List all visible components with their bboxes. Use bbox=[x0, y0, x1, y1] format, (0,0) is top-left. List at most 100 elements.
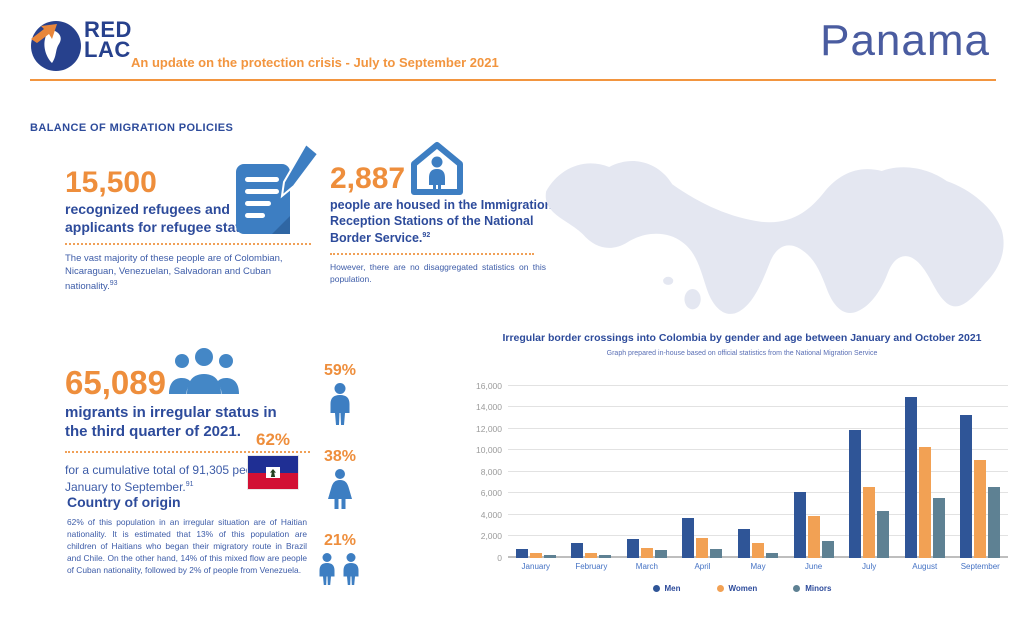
chart-legend: Men Women Minors bbox=[468, 584, 1016, 593]
dotted-divider bbox=[65, 450, 310, 453]
bar-minors-march bbox=[654, 550, 667, 558]
men-pct: 59% bbox=[323, 362, 357, 379]
redlac-globe-icon bbox=[31, 21, 81, 71]
bar-men-june bbox=[793, 492, 806, 558]
dotted-divider bbox=[330, 252, 534, 255]
x-axis-label: May bbox=[750, 562, 766, 571]
chart-subtitle: Graph prepared in-house based on officia… bbox=[606, 350, 878, 357]
legend-item-men: Men bbox=[652, 584, 681, 593]
legend-dot-minors bbox=[793, 585, 801, 592]
refugees-note-text: The vast majority of these people are of… bbox=[65, 253, 283, 292]
gridline bbox=[508, 492, 1008, 493]
bar-group-july: July bbox=[841, 386, 897, 571]
haiti-flag bbox=[248, 456, 298, 489]
dotted-divider bbox=[65, 243, 311, 245]
gridline bbox=[508, 428, 1008, 429]
bar-group-january: January bbox=[508, 386, 564, 571]
footnote-ref: 92 bbox=[422, 231, 431, 239]
redlac-logo: RED LAC bbox=[84, 18, 132, 63]
bar-group-april: April bbox=[675, 386, 731, 571]
bar-men-march bbox=[626, 539, 639, 558]
bar-men-april bbox=[682, 517, 695, 558]
refugees-note: The vast majority of these people are of… bbox=[65, 252, 307, 293]
bar-minors-april bbox=[710, 549, 723, 558]
bar-group-august: August bbox=[897, 386, 953, 571]
header-divider bbox=[30, 79, 996, 81]
haiti-flag-blue bbox=[248, 456, 298, 473]
bar-minors-may bbox=[766, 552, 779, 558]
y-axis-tick: 0 bbox=[497, 553, 502, 563]
panama-map bbox=[545, 160, 1004, 314]
y-axis-tick: 4,000 bbox=[480, 510, 502, 520]
bar-men-july bbox=[849, 430, 862, 558]
minors-share: 21% bbox=[310, 532, 370, 590]
legend-label: Women bbox=[728, 584, 758, 593]
haiti-coat-of-arms bbox=[266, 467, 280, 478]
x-axis-label: June bbox=[804, 562, 823, 571]
bar-men-august bbox=[904, 396, 917, 558]
report-subtitle: An update on the protection crisis - Jul… bbox=[131, 55, 499, 70]
y-axis-tick: 2,000 bbox=[480, 531, 502, 541]
bar-group-february: February bbox=[564, 386, 620, 571]
y-axis-tick: 8,000 bbox=[480, 467, 502, 477]
bar-group-march: March bbox=[619, 386, 675, 571]
x-axis-label: January bbox=[521, 562, 551, 571]
section-title: BALANCE OF MIGRATION POLICIES bbox=[30, 122, 234, 134]
bar-group-may: May bbox=[730, 386, 786, 571]
y-axis-tick: 16,000 bbox=[476, 381, 502, 391]
haiti-flag-red bbox=[248, 472, 298, 489]
housed-value: 2,887 bbox=[330, 162, 406, 195]
haiti-palm-emblem bbox=[270, 469, 276, 477]
bar-group-june: June bbox=[786, 386, 842, 571]
bar-women-may bbox=[752, 542, 765, 558]
gridline bbox=[508, 535, 1008, 536]
housed-heading-text: people are housed in the Immigration Rec… bbox=[330, 198, 553, 245]
origin-heading: Country of origin bbox=[67, 494, 181, 510]
x-axis-label: August bbox=[912, 562, 938, 571]
stat-block-housed: 2,887 people are housed in the Immigrati… bbox=[330, 164, 562, 286]
housed-note: However, there are no disaggregated stat… bbox=[330, 261, 546, 284]
women-share: 38% bbox=[310, 448, 370, 514]
legend-label: Men bbox=[664, 584, 681, 593]
refugees-value: 15,500 bbox=[65, 166, 157, 199]
gridline bbox=[508, 406, 1008, 407]
legend-item-women: Women bbox=[716, 584, 758, 593]
bar-women-july bbox=[863, 487, 876, 558]
migrants-heading: migrants in irregular status in the thir… bbox=[65, 404, 277, 440]
y-axis-tick: 14,000 bbox=[476, 402, 502, 412]
migrants-note: for a cumulative total of 91,305 people … bbox=[65, 462, 307, 497]
border-crossings-chart: Irregular border crossings into Colombia… bbox=[468, 332, 1016, 622]
men-share: 59% bbox=[310, 362, 370, 430]
migrants-value: 65,089 bbox=[65, 364, 166, 401]
gridline bbox=[508, 385, 1008, 386]
gender-breakdown: 59% 38% 21% bbox=[310, 362, 370, 608]
bar-minors-january bbox=[543, 554, 556, 558]
people-group-icon bbox=[169, 348, 239, 394]
migrants-note-text: for a cumulative total of 91,305 people … bbox=[65, 462, 296, 494]
gridline bbox=[508, 449, 1008, 450]
bar-group-september: September bbox=[953, 386, 1009, 571]
y-axis-tick: 12,000 bbox=[476, 424, 502, 434]
bar-minors-september bbox=[988, 487, 1001, 558]
bar-women-february bbox=[585, 552, 598, 558]
bar-women-march bbox=[640, 548, 653, 558]
woman-icon bbox=[328, 469, 352, 509]
legend-dot-men bbox=[652, 585, 660, 592]
chart-plot: 0 2,000 4,000 6,000 8,000 10,000 12,000 14,000 1… bbox=[476, 381, 1009, 571]
legend-dot-women bbox=[716, 585, 724, 592]
legend-label: Minors bbox=[805, 584, 832, 593]
bar-minors-august bbox=[932, 497, 945, 558]
x-axis-label: September bbox=[960, 562, 1000, 571]
haitian-share-block: 62% bbox=[244, 430, 302, 489]
document-pen-icon bbox=[236, 144, 318, 234]
stat-block-migrants: 65,089 migrants in irregular status in t… bbox=[65, 366, 315, 496]
bar-men-may bbox=[738, 528, 751, 558]
women-pct: 38% bbox=[323, 448, 357, 465]
logo-line2: LAC bbox=[84, 37, 131, 63]
house-person-icon bbox=[411, 142, 463, 195]
chart-title: Irregular border crossings into Colombia… bbox=[502, 332, 982, 344]
man-icon bbox=[330, 383, 350, 425]
bar-women-april bbox=[696, 537, 709, 558]
bar-men-january bbox=[515, 549, 528, 558]
